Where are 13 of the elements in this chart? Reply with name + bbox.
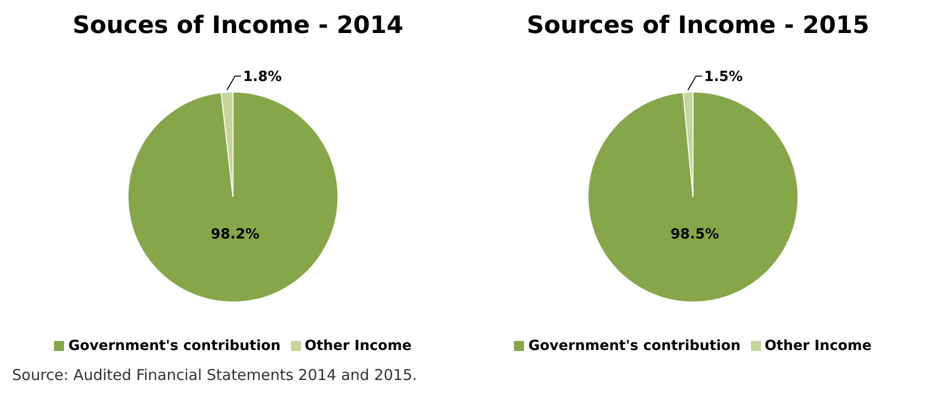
chart-title: Sources of Income - 2015 xyxy=(526,10,870,41)
legend-label: Other Income xyxy=(304,338,412,354)
source-note: Source: Audited Financial Statements 2014 and 2015. xyxy=(12,366,418,384)
data-label: 98.5% xyxy=(670,226,720,243)
data-label: 1.5% xyxy=(704,69,743,86)
pie-slice xyxy=(128,92,338,302)
data-label: 1.8% xyxy=(242,69,282,86)
pie-slice xyxy=(588,92,798,302)
legend-label: Other Income xyxy=(764,338,872,354)
legend-label: Government's contribution xyxy=(68,338,281,354)
chart-title: Souces of Income - 2014 xyxy=(72,10,404,41)
legend-label: Government's contribution xyxy=(528,338,741,354)
data-label: 98.2% xyxy=(210,226,260,243)
